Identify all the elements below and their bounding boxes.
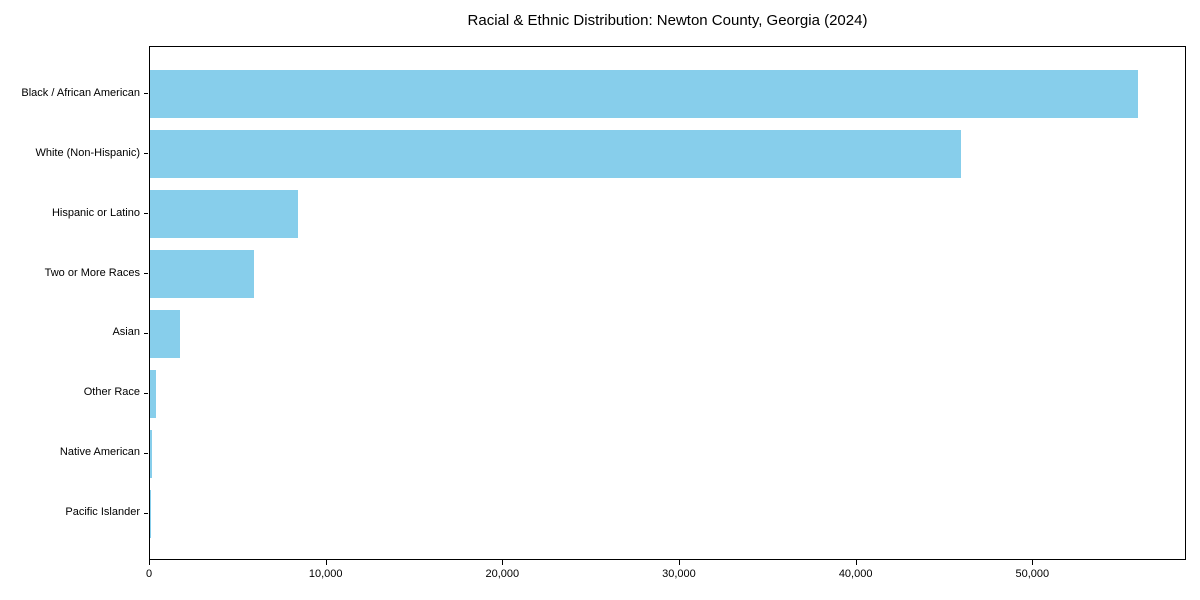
y-tick-mark xyxy=(144,332,148,334)
x-tick-mark xyxy=(149,560,150,565)
chart-title: Racial & Ethnic Distribution: Newton Cou… xyxy=(467,12,868,29)
x-tick-label: 20,000 xyxy=(485,568,520,580)
x-tick-mark xyxy=(855,560,857,565)
y-tick-mark xyxy=(144,153,148,155)
x-tick-mark xyxy=(502,560,504,565)
y-tick-mark xyxy=(144,213,148,215)
bar-hispanic-or-latino xyxy=(150,190,299,239)
y-tick-label: Other Race xyxy=(83,386,140,399)
x-tick-mark xyxy=(1032,560,1034,565)
bar-asian xyxy=(150,309,181,358)
x-tick-mark xyxy=(325,560,327,565)
y-tick-label: White (Non-Hispanic) xyxy=(35,146,140,159)
bar-two-or-more-races xyxy=(150,250,255,298)
bar-native-american xyxy=(150,429,153,478)
y-tick-label: Pacific Islander xyxy=(65,506,140,519)
y-tick-label: Native American xyxy=(59,446,140,459)
x-tick-label: 50,000 xyxy=(1015,568,1050,580)
x-tick-label: 0 xyxy=(145,568,153,580)
y-tick-mark xyxy=(144,93,148,95)
y-tick-mark xyxy=(144,512,148,514)
bar-black-african-american xyxy=(150,70,1138,119)
bar-pacific-islander xyxy=(150,489,151,538)
y-tick-label: Hispanic or Latino xyxy=(51,206,140,219)
x-tick-label: 30,000 xyxy=(662,568,696,580)
y-tick-mark xyxy=(144,452,148,454)
x-tick-label: 10,000 xyxy=(308,568,343,580)
y-tick-mark xyxy=(144,273,148,275)
bar-other-race xyxy=(150,369,157,418)
y-tick-label: Black / African American xyxy=(21,86,140,99)
bar-white-non-hispanic xyxy=(150,130,961,179)
y-tick-label: Asian xyxy=(112,326,140,339)
x-tick-label: 40,000 xyxy=(838,568,873,580)
x-tick-mark xyxy=(678,560,680,565)
y-tick-label: Two or More Races xyxy=(44,266,140,279)
y-tick-mark xyxy=(144,392,148,394)
plot-area xyxy=(149,46,1186,560)
